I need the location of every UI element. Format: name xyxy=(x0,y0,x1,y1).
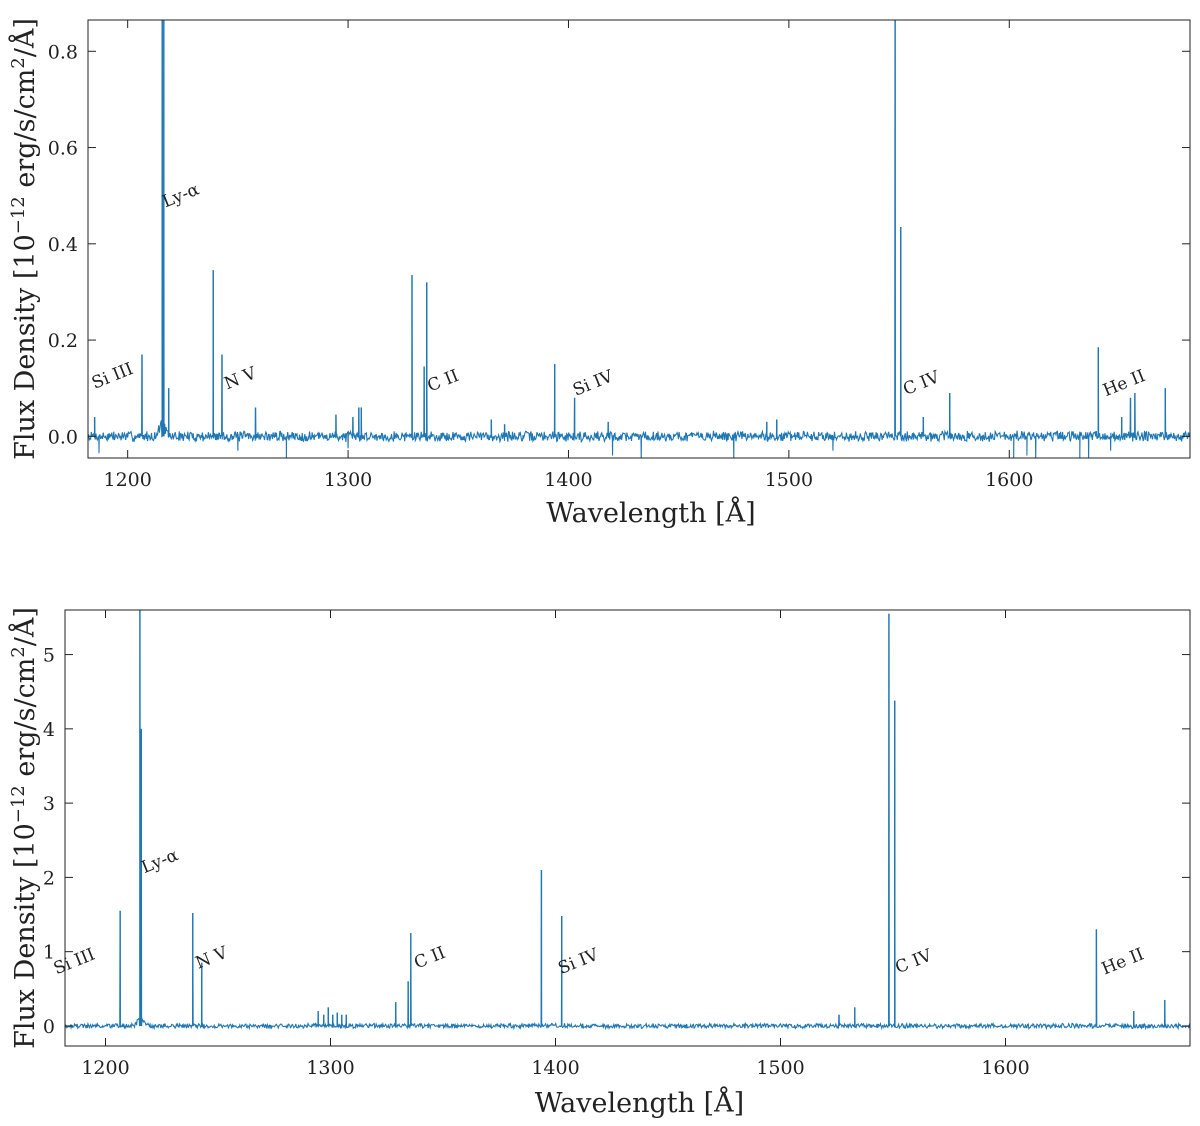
line-annotation: N V xyxy=(222,363,260,394)
line-annotation: C IV xyxy=(893,945,936,978)
x-axis-title: Wavelength [Å] xyxy=(546,496,755,529)
y-tick-label: 0.6 xyxy=(48,138,78,160)
x-tick-label: 1400 xyxy=(531,1057,579,1079)
y-tick-label: 3 xyxy=(43,793,55,815)
line-annotation: N V xyxy=(193,943,231,974)
y-tick-label: 2 xyxy=(43,867,55,889)
plot-frame xyxy=(87,19,1191,459)
y-tick-label: 0.2 xyxy=(48,330,78,352)
x-axis-title: Wavelength [Å] xyxy=(535,1086,744,1119)
line-annotation: C II xyxy=(411,943,448,973)
x-tick-label: 1500 xyxy=(756,1057,804,1079)
line-annotation: C II xyxy=(425,366,462,396)
y-axis-title: Flux Density [10−12 erg/s/cm2/Å] xyxy=(8,18,41,460)
x-tick-label: 1200 xyxy=(81,1057,129,1079)
top-spectrum-panel: 1200 1300 1400 1500 1600 0.0 0.2 0.4 0.6 0.8 Wavel… xyxy=(8,18,1191,529)
y-tick-label: 0 xyxy=(43,1016,55,1038)
line-annotation: Si IV xyxy=(570,366,617,400)
line-annotation: Ly-α xyxy=(139,845,182,878)
x-tick-label: 1300 xyxy=(324,469,372,491)
y-tick-label: 5 xyxy=(43,645,55,667)
x-tick-label: 1500 xyxy=(765,469,813,491)
y-tick-label: 4 xyxy=(43,719,55,741)
spectrum-line xyxy=(88,20,1190,458)
bottom-spectrum-panel: 1200 1300 1400 1500 1600 0 1 2 3 4 5 Wavelength [Å]… xyxy=(8,607,1191,1119)
x-tick-label: 1600 xyxy=(985,469,1033,491)
x-tick-label: 1200 xyxy=(103,469,151,491)
y-tick-label: 1 xyxy=(43,942,55,964)
y-axis-title: Flux Density [10−12 erg/s/cm2/Å] xyxy=(8,607,41,1049)
line-annotation: Si III xyxy=(89,359,136,394)
line-annotation: He II xyxy=(1099,944,1147,979)
line-annotation: He II xyxy=(1100,366,1148,401)
line-annotation: Si III xyxy=(51,945,98,980)
y-tick-label: 0.8 xyxy=(48,41,78,63)
line-annotation: C IV xyxy=(900,367,943,400)
x-tick-label: 1300 xyxy=(306,1057,354,1079)
spectrum-line xyxy=(65,610,1190,1031)
y-tick-label: 0.4 xyxy=(48,234,78,256)
x-tick-label: 1600 xyxy=(981,1057,1029,1079)
y-tick-label: 0.0 xyxy=(48,426,78,448)
plot-frame xyxy=(64,609,1191,1047)
x-tick-label: 1400 xyxy=(544,469,592,491)
line-annotation: Ly-α xyxy=(160,179,203,212)
